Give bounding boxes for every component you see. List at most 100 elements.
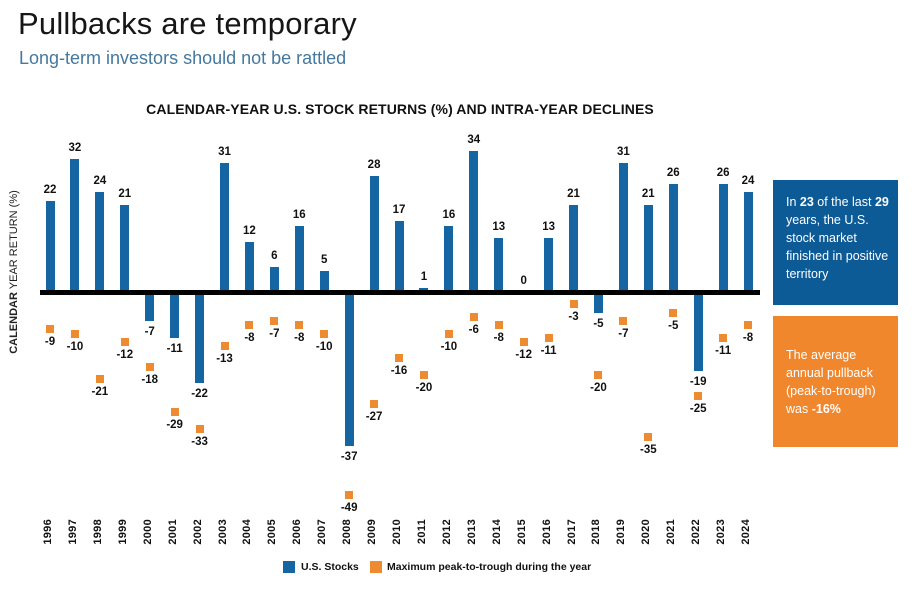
pullback-value-2003: -13 bbox=[216, 352, 233, 365]
chart-title: CALENDAR-YEAR U.S. STOCK RETURNS (%) AND… bbox=[146, 101, 654, 117]
pullback-marker-2005 bbox=[270, 317, 279, 326]
year-label-2014: 2014 bbox=[490, 519, 503, 545]
pullback-value-2019: -7 bbox=[618, 328, 629, 341]
pullback-value-2005: -7 bbox=[269, 328, 280, 341]
bar-value-2008: -37 bbox=[340, 450, 358, 463]
bar-value-2021: 26 bbox=[666, 167, 680, 180]
bar-2018 bbox=[593, 292, 603, 313]
pullback-value-2020: -35 bbox=[640, 444, 657, 457]
bar-value-2014: 13 bbox=[492, 221, 506, 234]
bar-2022 bbox=[693, 292, 703, 371]
year-label-2003: 2003 bbox=[216, 519, 229, 545]
year-label-1996: 1996 bbox=[42, 519, 54, 545]
pullback-value-2013: -6 bbox=[468, 323, 479, 336]
pullback-marker-2019 bbox=[619, 317, 628, 326]
bar-2023 bbox=[718, 184, 728, 292]
bar-value-2011: 1 bbox=[420, 270, 428, 283]
year-label-2013: 2013 bbox=[465, 519, 478, 545]
pullback-value-2024: -8 bbox=[742, 332, 754, 345]
bar-2001 bbox=[170, 292, 180, 338]
bar-value-2007: 5 bbox=[321, 254, 328, 267]
bar-value-2013: 34 bbox=[467, 133, 481, 146]
bar-1999 bbox=[120, 204, 130, 292]
bar-2002 bbox=[195, 292, 205, 384]
pullback-marker-2000 bbox=[145, 362, 154, 371]
pullback-value-2008: -49 bbox=[340, 502, 358, 515]
bar-2017 bbox=[569, 204, 579, 292]
bar-value-2012: 16 bbox=[442, 208, 456, 221]
pullback-value-1997: -10 bbox=[66, 340, 84, 353]
bar-2003 bbox=[220, 163, 229, 292]
callout-positive-years-text: In 23 of the last 29 years, the U.S. sto… bbox=[786, 195, 889, 281]
callout-average-pullback-text: The average annual pullback (peak-to-tro… bbox=[786, 347, 876, 416]
pullback-marker-2004 bbox=[245, 321, 254, 330]
pullback-value-2015: -12 bbox=[515, 348, 532, 361]
bar-value-1998: 24 bbox=[93, 175, 107, 188]
pullback-marker-2021 bbox=[669, 308, 678, 317]
year-label-2002: 2002 bbox=[191, 519, 204, 545]
pullback-value-2014: -8 bbox=[493, 332, 504, 345]
pullback-marker-2014 bbox=[494, 321, 503, 330]
bar-2006 bbox=[294, 225, 304, 292]
year-label-2005: 2005 bbox=[266, 519, 279, 545]
bar-2004 bbox=[244, 242, 254, 292]
pullback-value-2001: -29 bbox=[166, 419, 183, 432]
pullback-marker-2024 bbox=[744, 321, 753, 330]
bar-2012 bbox=[444, 225, 454, 292]
page-title: Pullbacks are temporary bbox=[18, 6, 357, 41]
pullback-marker-2016 bbox=[544, 333, 553, 342]
bar-2014 bbox=[494, 238, 504, 292]
bar-2009 bbox=[369, 175, 379, 292]
pullback-marker-1998 bbox=[95, 375, 104, 384]
bar-1997 bbox=[70, 159, 80, 292]
pullback-marker-1999 bbox=[120, 337, 129, 346]
pullback-value-2018: -20 bbox=[590, 382, 607, 394]
bar-2000 bbox=[145, 292, 155, 322]
pullback-value-2022: -25 bbox=[689, 402, 707, 415]
year-label-2001: 2001 bbox=[166, 519, 179, 545]
year-label-2024: 2024 bbox=[740, 519, 753, 545]
bar-value-2000: -7 bbox=[144, 326, 155, 339]
pullback-value-2010: -16 bbox=[390, 365, 408, 378]
pullback-value-2002: -33 bbox=[191, 435, 208, 448]
pullback-marker-2017 bbox=[569, 300, 578, 309]
year-label-2023: 2023 bbox=[715, 519, 728, 545]
bar-value-2020: 21 bbox=[641, 187, 655, 200]
pullback-value-2007: -10 bbox=[315, 340, 333, 353]
bar-value-2015: 0 bbox=[520, 275, 527, 287]
bar-2013 bbox=[469, 150, 479, 292]
year-label-2012: 2012 bbox=[440, 519, 453, 545]
pullback-value-1998: -21 bbox=[91, 386, 109, 399]
bar-2011 bbox=[419, 287, 429, 292]
year-label-2004: 2004 bbox=[241, 519, 254, 545]
pullback-value-2011: -20 bbox=[415, 382, 433, 394]
year-label-2017: 2017 bbox=[565, 519, 578, 545]
pullback-value-2006: -8 bbox=[294, 332, 305, 345]
callout-average-pullback: The average annual pullback (peak-to-tro… bbox=[773, 316, 898, 447]
bar-value-1999: 21 bbox=[118, 187, 132, 200]
pullback-value-2017: -3 bbox=[568, 311, 579, 324]
year-label-1999: 1999 bbox=[116, 519, 129, 545]
bar-2019 bbox=[618, 163, 628, 292]
year-label-1997: 1997 bbox=[66, 519, 79, 545]
year-label-2015: 2015 bbox=[515, 519, 528, 545]
bar-2005 bbox=[269, 267, 279, 292]
bar-value-2002: -22 bbox=[191, 388, 208, 401]
pullback-marker-2001 bbox=[170, 408, 179, 417]
pullback-marker-2023 bbox=[719, 333, 728, 342]
page-subtitle: Long-term investors should not be rattle… bbox=[19, 48, 347, 68]
year-label-2019: 2019 bbox=[615, 519, 628, 545]
pullback-value-2023: -11 bbox=[715, 344, 732, 357]
callout-positive-years: In 23 of the last 29 years, the U.S. sto… bbox=[773, 180, 898, 305]
pullback-value-2021: -5 bbox=[668, 319, 679, 332]
year-label-2020: 2020 bbox=[640, 519, 653, 545]
pullback-marker-2007 bbox=[320, 329, 329, 338]
year-label-2007: 2007 bbox=[316, 519, 329, 545]
pullback-marker-2018 bbox=[594, 371, 603, 379]
pullback-marker-2002 bbox=[195, 424, 204, 433]
legend-swatch-max-pullback bbox=[370, 561, 382, 573]
pullback-marker-2012 bbox=[444, 329, 453, 338]
pullback-value-1999: -12 bbox=[116, 348, 134, 361]
bar-2024 bbox=[743, 192, 753, 292]
